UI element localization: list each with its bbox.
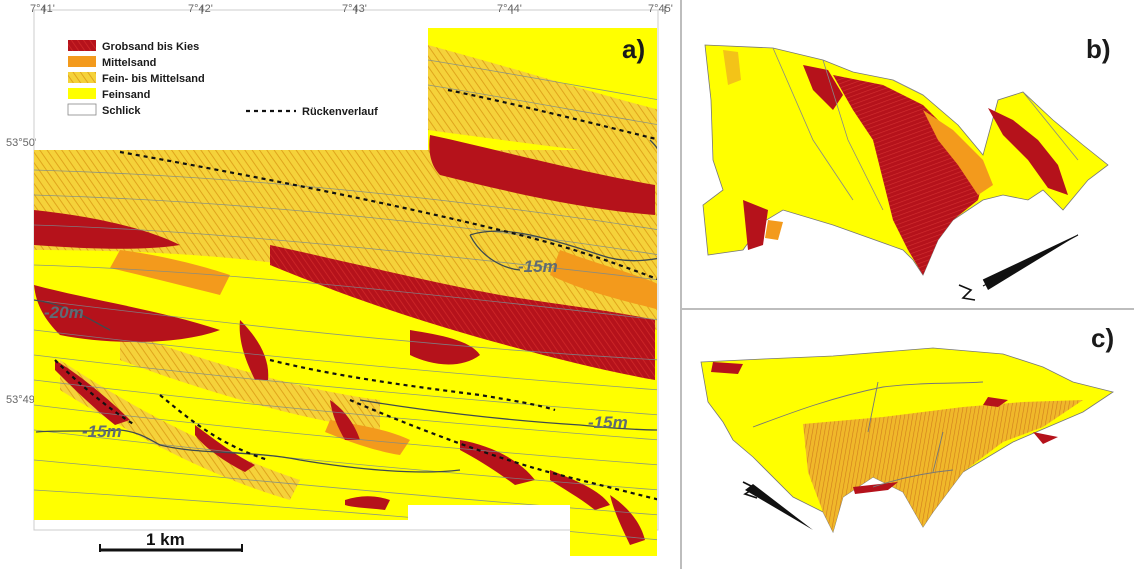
medium-sand-patch	[550, 250, 657, 310]
gravel-deposit-c	[1033, 432, 1058, 444]
gravel-deposit	[429, 135, 655, 215]
bathymetry-contours	[34, 59, 657, 541]
legend-swatch-fine-medium-sand	[68, 72, 96, 83]
terrain-lines-c	[752, 381, 984, 488]
north-arrow-b	[958, 234, 1079, 301]
fine-medium-sand-b	[723, 50, 741, 85]
legend-label-ridge: Rückenverlauf	[302, 106, 378, 118]
longitude-label-4: 7°44'	[497, 3, 522, 15]
north-arrow-c	[742, 481, 813, 530]
gravel-deposit-b	[833, 75, 983, 275]
gravel-deposit-b	[743, 200, 768, 250]
longitude-label-3: 7°43'	[342, 3, 367, 15]
legend-label-medium-sand: Mittelsand	[102, 57, 156, 69]
fine-medium-sand-zone	[34, 150, 657, 330]
gravel-deposit	[610, 495, 645, 545]
legend-swatch-fine-sand	[68, 88, 96, 99]
gravel-deposit	[270, 245, 655, 380]
contour-label-a3: -15m	[588, 413, 628, 432]
gravel-deposit	[330, 400, 360, 440]
legend-swatch-silt	[67, 103, 97, 116]
map-panel-b: b)	[683, 0, 1134, 306]
fine-medium-sand-c	[803, 400, 1083, 532]
fine-medium-sand-zone	[428, 45, 657, 160]
longitude-label-2: 7°42'	[188, 3, 213, 15]
legend-swatch-gravel	[68, 40, 96, 51]
gravel-deposit	[550, 470, 610, 510]
map-a-svg: 7°41' 7°42' 7°43' 7°44' 7°45' 53°50' 53°…	[6, 3, 673, 556]
north-arrow-icon	[983, 235, 1078, 290]
map-c-svg: c)	[700, 323, 1114, 534]
north-arrow-icon	[745, 484, 813, 530]
ridge-lines	[54, 88, 657, 502]
medium-sand-patch	[110, 250, 230, 295]
gravel-deposit-b	[988, 108, 1068, 195]
contour-label-a2: -20m	[44, 303, 84, 322]
longitude-label-1: 7°41'	[30, 3, 55, 15]
gravel-deposit	[239, 320, 269, 380]
map-panel-a: 7°41' 7°42' 7°43' 7°44' 7°45' 53°50' 53°…	[6, 3, 673, 556]
map-panel-c: c)	[683, 312, 1134, 569]
legend-label-gravel: Grobsand bis Kies	[102, 41, 199, 53]
legend-label-fine-medium-sand: Fein- bis Mittelsand	[102, 73, 205, 85]
legend-background	[36, 20, 426, 148]
fine-medium-sand-zone	[120, 330, 380, 430]
scale-bar-label: 1 km	[146, 530, 185, 549]
panel-label-b: b)	[1086, 34, 1111, 64]
medium-sand-b	[765, 220, 783, 240]
gravel-deposit	[345, 496, 390, 510]
sediment-map	[34, 28, 657, 556]
panel-label-a: a)	[622, 34, 645, 64]
gravel-deposit-c	[983, 397, 1008, 407]
map-b-svg: b)	[702, 34, 1111, 301]
contour-label-a4: -15m	[82, 422, 122, 441]
latitude-label-1: 53°50'	[6, 137, 37, 149]
medium-sand-b	[923, 110, 993, 195]
contour-label-a1: -15m	[518, 257, 558, 276]
north-arrow-letter	[958, 284, 976, 301]
longitude-label-5: 7°45'	[648, 3, 673, 15]
gravel-deposit	[410, 330, 480, 365]
gravel-deposit	[195, 425, 255, 472]
main-contours	[34, 139, 657, 473]
panel-divider-horizontal	[682, 308, 1134, 310]
legend-label-silt: Schlick	[102, 105, 141, 117]
legend-swatch-medium-sand	[68, 56, 96, 67]
legend-label-fine-sand: Feinsand	[102, 89, 150, 101]
gravel-deposit-b	[803, 65, 843, 110]
map-legend: Grobsand bis Kies Mittelsand Fein- bis M…	[36, 20, 426, 148]
scale-bar: 1 km	[99, 530, 243, 552]
terrain-lines-b	[772, 47, 1079, 211]
gravel-deposit	[34, 210, 180, 249]
panel-divider-vertical	[680, 0, 682, 569]
north-arrow-letter	[742, 481, 758, 499]
panel-label-c: c)	[1091, 323, 1114, 353]
gravel-deposit	[34, 285, 220, 342]
north-arrow-outline	[982, 234, 1079, 287]
gravel-deposit-c	[853, 482, 898, 494]
latitude-label-2: 53°49'	[6, 394, 37, 406]
gravel-deposit-c	[711, 362, 743, 374]
